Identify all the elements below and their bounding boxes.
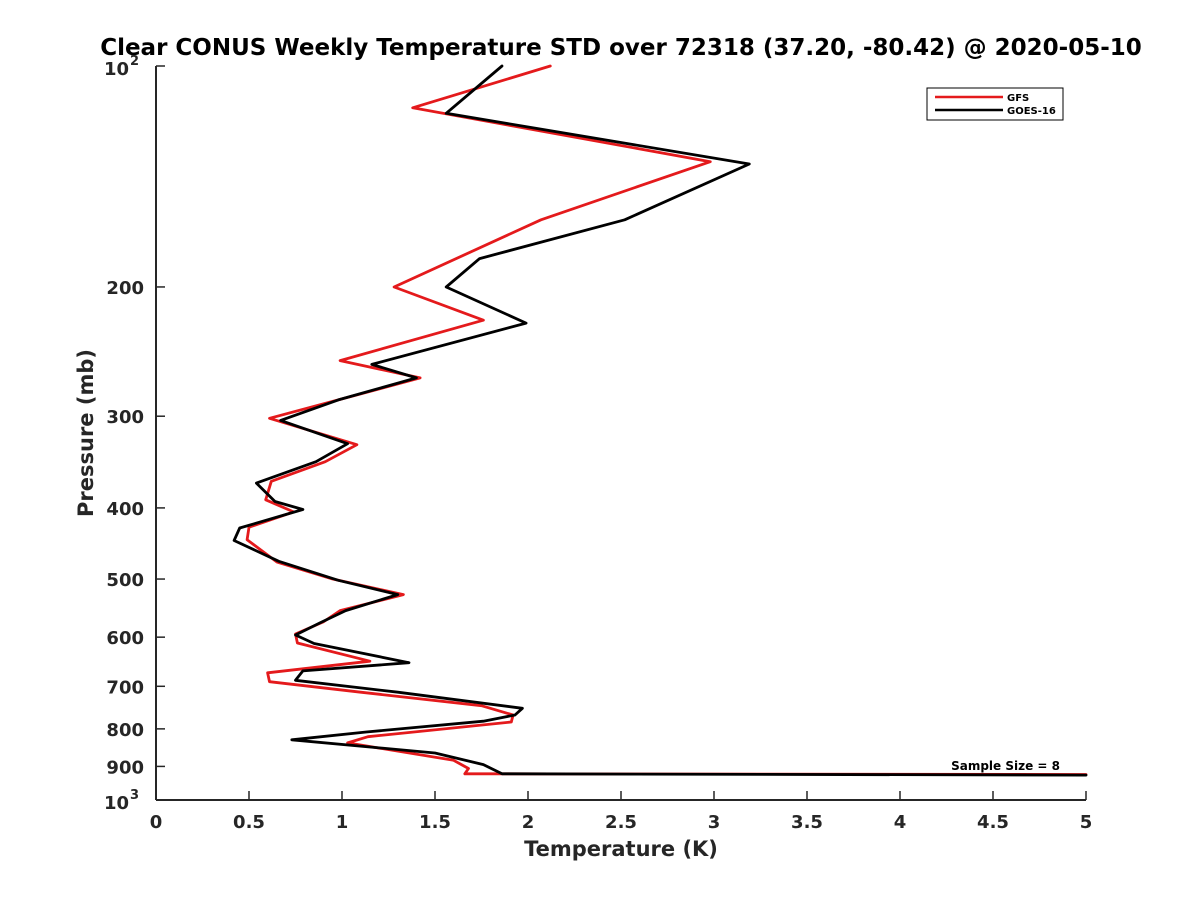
y-tick-exponent: 3 (130, 788, 139, 803)
x-tick-label: 5 (1080, 812, 1093, 833)
sample-size-annotation: Sample Size = 8 (951, 759, 1060, 773)
x-axis-label: Temperature (K) (524, 837, 718, 861)
x-tick-label: 0 (150, 812, 163, 833)
x-tick-label: 2 (522, 812, 535, 833)
y-tick-label: 900 (106, 757, 144, 778)
x-tick-label: 3.5 (791, 812, 823, 833)
x-ticks: 0 0.5 1 1.5 2 2.5 3 3.5 4 4.5 5 (150, 791, 1093, 833)
y-tick-label: 700 (106, 677, 144, 698)
series-line-goes16 (232, 64, 1088, 777)
legend-box (926, 87, 1064, 121)
y-tick-label: 400 (106, 499, 144, 520)
x-tick-label: 1.5 (419, 812, 451, 833)
y-tick-exponent: 2 (130, 54, 139, 69)
legend-label-gfs: GFS (1007, 93, 1029, 104)
y-tick-label: 800 (106, 720, 144, 741)
x-tick-label: 4.5 (977, 812, 1009, 833)
series-layer (232, 64, 1088, 777)
x-tick-label: 4 (894, 812, 907, 833)
x-tick-label: 1 (336, 812, 349, 833)
y-tick-label: 600 (106, 628, 144, 649)
x-tick-label: 3 (708, 812, 721, 833)
y-tick-label: 300 (106, 407, 144, 428)
x-tick-label: 2.5 (605, 812, 637, 833)
chart-title: Clear CONUS Weekly Temperature STD over … (100, 35, 1142, 61)
y-tick-label-power: 10 (104, 59, 129, 80)
series-line-gfs (245, 64, 1088, 776)
legend: GFS GOES-16 (926, 87, 1064, 121)
y-tick-label-power: 10 (104, 793, 129, 814)
y-tick-label: 500 (106, 570, 144, 591)
y-tick-base: 10 (104, 59, 129, 80)
legend-label-goes16: GOES-16 (1007, 106, 1056, 117)
y-axis-label: Pressure (mb) (74, 349, 98, 517)
x-tick-label: 0.5 (233, 812, 265, 833)
y-tick-base: 10 (104, 793, 129, 814)
y-tick-label: 200 (106, 278, 144, 299)
